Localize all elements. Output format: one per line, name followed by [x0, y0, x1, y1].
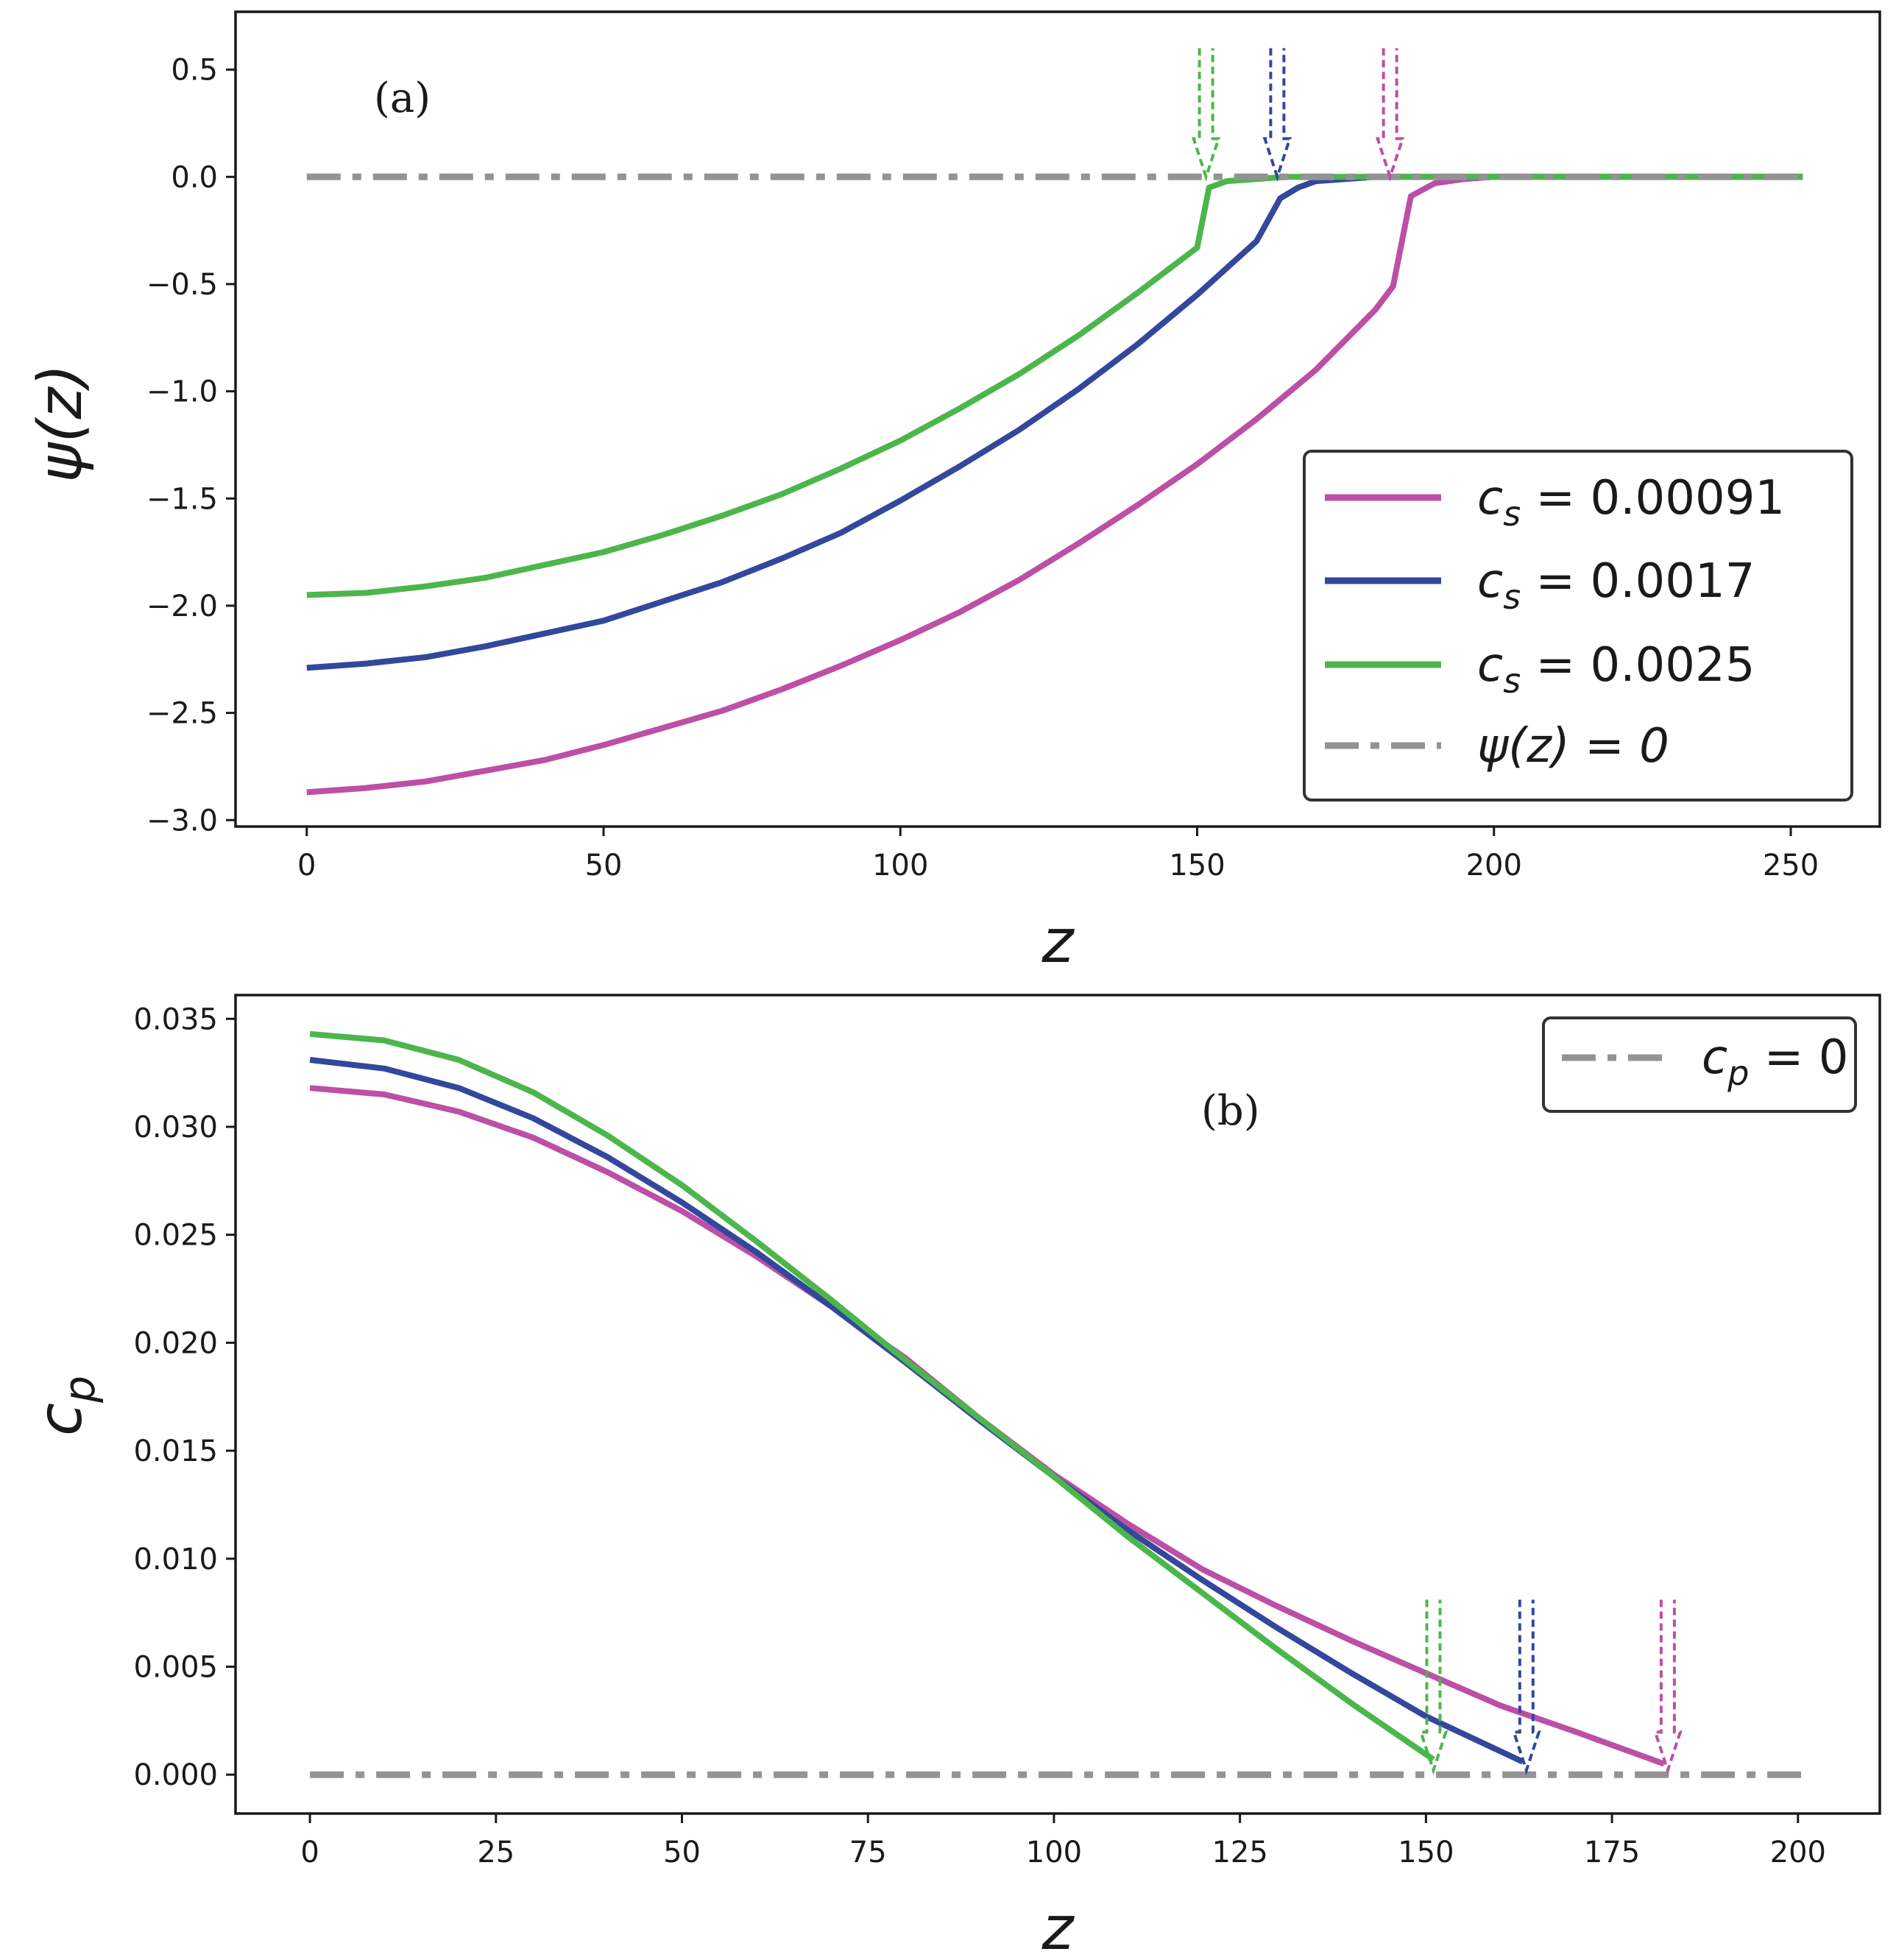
panel-b: 0 25 50 75 100 125 150 175 200 0.035 0.030 0.025 0.0…: [26, 994, 1881, 1960]
panel-b-arrows: [1418, 1599, 1683, 1775]
panel-b-xlabel: z: [1041, 1894, 1075, 1960]
y-tick-label: 0.015: [133, 1434, 218, 1468]
x-tick-label: 0: [297, 849, 316, 882]
series-line-2: [306, 174, 1803, 598]
panel-a-ticks: 0 50 100 150 200 250 0.5 0.0 −0.5 −1.0 −1.5 −2.0 −2.…: [146, 54, 1819, 882]
x-tick-label: 25: [477, 1836, 514, 1869]
x-tick-label: 75: [849, 1836, 887, 1869]
arrow-marker-2: [1375, 48, 1405, 182]
y-tick-label: 0.5: [171, 54, 218, 88]
x-tick-label: 0: [300, 1836, 319, 1869]
legend-label-main: c: [1477, 638, 1503, 693]
x-tick-label: 175: [1584, 1836, 1640, 1869]
panel-a-legend-box: [1303, 450, 1853, 802]
y-tick-label: 0.000: [133, 1758, 218, 1792]
y-tick-label: −2.0: [146, 590, 218, 623]
panel-b-legend-box: [1542, 1016, 1857, 1113]
panel-b-tag: (b): [1201, 1087, 1260, 1135]
series-line-2: [309, 1030, 1435, 1762]
legend-label-rest: = 0.0025: [1521, 638, 1755, 693]
panel-a-frame: [234, 10, 1881, 828]
arrow-marker-1: [1262, 48, 1292, 182]
series-line-1: [306, 174, 1803, 671]
panel-a-arrows: [1191, 48, 1405, 182]
series-line-1: [309, 1057, 1524, 1765]
y-tick-label: 0.005: [133, 1650, 218, 1684]
panel-a-ylabel: ψ(z): [26, 364, 96, 482]
panel-b-ylabel-sub: p: [54, 1376, 105, 1404]
arrow-marker-0: [1191, 48, 1221, 182]
x-tick-label: 125: [1211, 1836, 1267, 1869]
y-tick-label: −1.0: [146, 375, 218, 409]
legend-label-1: cs = 0.0017: [1477, 554, 1755, 617]
x-tick-label: 100: [1026, 1836, 1082, 1869]
legend-label-3: ψ(z) = 0: [1477, 719, 1669, 774]
legend-label-2: cs = 0.0025: [1477, 638, 1755, 701]
panel-b-ylabel: cp: [26, 1376, 105, 1436]
x-tick-label: 200: [1770, 1836, 1826, 1869]
legend-label-sub: p: [1727, 1053, 1749, 1093]
panel-a-series: [306, 173, 1803, 796]
panel-a-xlabel: z: [1041, 907, 1075, 977]
legend-label-main: ψ(z) = 0: [1477, 719, 1669, 774]
x-tick-label: 50: [585, 849, 623, 882]
x-tick-label: 150: [1398, 1836, 1454, 1869]
legend-label-main: c: [1477, 471, 1503, 526]
y-tick-label: −1.5: [146, 482, 218, 516]
panel-a: 0 50 100 150 200 250 0.5 0.0 −0.5 −1.0 −1.5 −2.0 −2.…: [26, 10, 1881, 977]
panel-b-legend: cp = 0: [1542, 1016, 1857, 1113]
y-tick-label: −3.0: [146, 804, 218, 838]
legend-label-main: c: [1477, 554, 1503, 609]
legend-label-sub: s: [1503, 661, 1521, 701]
legend-label-sub: s: [1503, 494, 1521, 534]
x-tick-label: 150: [1169, 849, 1225, 882]
y-tick-label: 0.030: [133, 1111, 218, 1144]
arrow-marker-1: [1512, 1599, 1541, 1775]
x-tick-label: 250: [1763, 849, 1819, 882]
panel-b-ticks: 0 25 50 75 100 125 150 175 200 0.035 0.030 0.025 0.0…: [133, 1002, 1826, 1869]
x-tick-label: 100: [872, 849, 928, 882]
panel-b-frame: [234, 994, 1881, 1815]
x-tick-label: 50: [663, 1836, 701, 1869]
legend-label-rest: = 0.00091: [1521, 471, 1785, 526]
arrow-marker-0: [1418, 1599, 1448, 1775]
legend-label-main: c: [1702, 1030, 1727, 1085]
legend-label-zero: cp = 0: [1702, 1030, 1848, 1093]
panel-a-tag: (a): [374, 74, 431, 122]
y-tick-label: 0.010: [133, 1543, 218, 1577]
arrow-marker-2: [1653, 1599, 1683, 1775]
legend-label-rest: = 0.0017: [1521, 554, 1755, 609]
x-tick-label: 200: [1466, 849, 1522, 882]
series-line-0: [306, 174, 1803, 796]
legend-label-0: cs = 0.00091: [1477, 471, 1785, 534]
y-tick-label: 0.025: [133, 1219, 218, 1253]
legend-label-rest: = 0: [1749, 1030, 1848, 1085]
y-tick-label: 0.035: [133, 1002, 218, 1036]
legend-label-sub: s: [1503, 577, 1521, 617]
y-tick-label: −2.5: [146, 697, 218, 731]
panel-b-series: [309, 1030, 1805, 1778]
y-tick-label: 0.0: [171, 160, 218, 194]
y-tick-label: −0.5: [146, 268, 218, 302]
y-tick-label: 0.020: [133, 1326, 218, 1360]
